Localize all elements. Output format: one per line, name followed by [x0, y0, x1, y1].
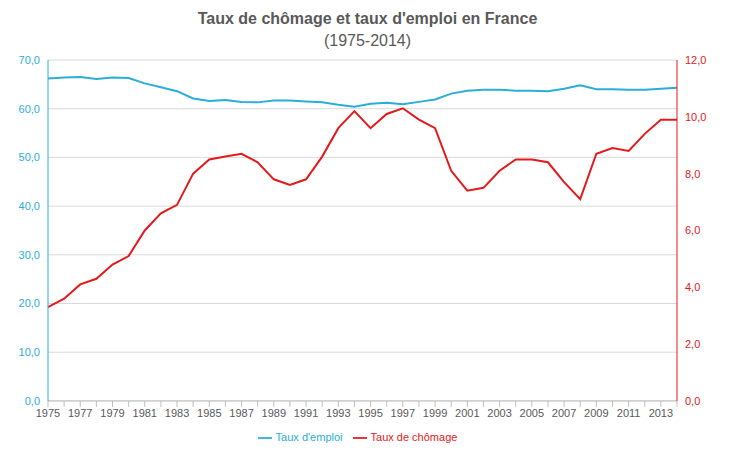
svg-text:1985: 1985	[197, 407, 221, 419]
svg-text:1991: 1991	[294, 407, 318, 419]
svg-text:1975: 1975	[36, 407, 60, 419]
svg-text:2001: 2001	[455, 407, 479, 419]
svg-text:12,0: 12,0	[685, 54, 706, 66]
svg-text:50,0: 50,0	[19, 151, 40, 163]
html-text:Taux d'emploi: Taux d'emploi	[275, 430, 343, 443]
svg-text:2013: 2013	[649, 407, 673, 419]
html-text:(1975-2014): (1975-2014)	[323, 32, 412, 49]
svg-text:20,0: 20,0	[19, 297, 40, 309]
svg-text:1987: 1987	[229, 407, 253, 419]
svg-text:4,0: 4,0	[685, 281, 700, 293]
svg-text:2011: 2011	[617, 407, 641, 419]
svg-text:2003: 2003	[487, 407, 511, 419]
svg-text:1977: 1977	[68, 407, 92, 419]
svg-text:10,0: 10,0	[19, 346, 40, 358]
svg-text:40,0: 40,0	[19, 200, 40, 212]
svg-text:70,0: 70,0	[19, 54, 40, 66]
html-text:Taux de chômage: Taux de chômage	[370, 430, 458, 443]
svg-text:1997: 1997	[391, 407, 415, 419]
svg-text:1999: 1999	[423, 407, 447, 419]
svg-text:1981: 1981	[133, 407, 157, 419]
svg-text:1993: 1993	[326, 407, 350, 419]
svg-text:2,0: 2,0	[685, 338, 700, 350]
svg-text:1989: 1989	[262, 407, 286, 419]
svg-text:6,0: 6,0	[685, 224, 700, 236]
svg-text:2009: 2009	[584, 407, 608, 419]
svg-text:0,0: 0,0	[25, 395, 40, 407]
svg-text:1979: 1979	[100, 407, 124, 419]
svg-text:8,0: 8,0	[685, 168, 700, 180]
svg-text:10,0: 10,0	[685, 111, 706, 123]
svg-text:1995: 1995	[358, 407, 382, 419]
svg-text:2005: 2005	[520, 407, 544, 419]
svg-text:1983: 1983	[165, 407, 189, 419]
html-text:Taux de chômage et taux d'empl: Taux de chômage et taux d'emploi en Fran…	[197, 10, 538, 27]
svg-text:30,0: 30,0	[19, 249, 40, 261]
svg-text:2007: 2007	[552, 407, 576, 419]
svg-text:0,0: 0,0	[685, 395, 700, 407]
svg-text:60,0: 60,0	[19, 103, 40, 115]
